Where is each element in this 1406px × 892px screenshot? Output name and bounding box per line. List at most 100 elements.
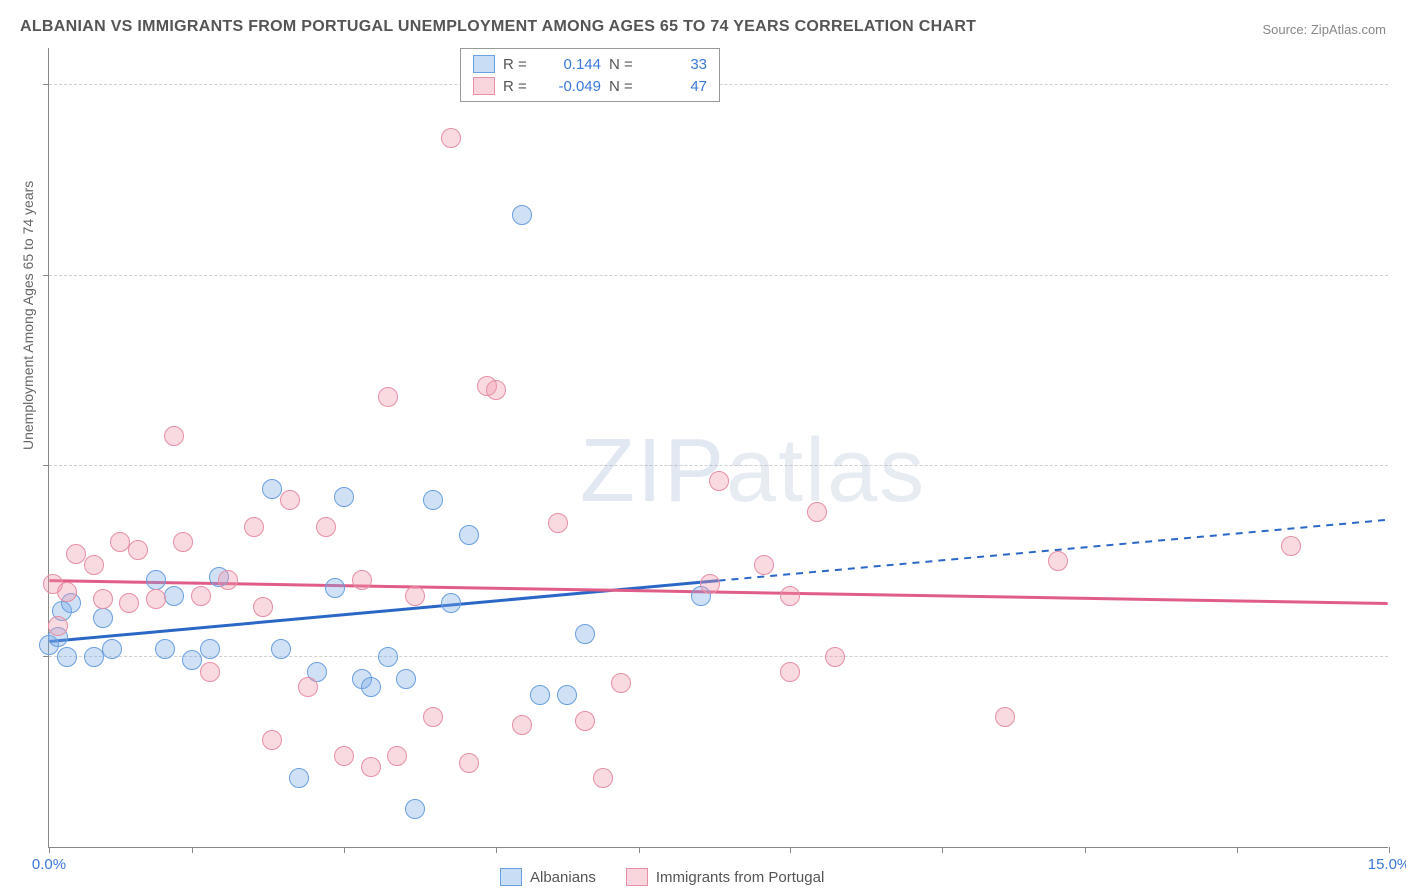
stat-label-n: N = [609, 78, 643, 95]
stat-value-r: -0.049 [545, 78, 601, 95]
data-point [700, 574, 720, 594]
data-point [164, 586, 184, 606]
data-point [48, 616, 68, 636]
stat-value-n: 47 [651, 78, 707, 95]
x-tick [49, 847, 50, 853]
legend-label: Albanians [530, 869, 596, 886]
data-point [93, 589, 113, 609]
gridline [49, 656, 1388, 657]
data-point [128, 540, 148, 560]
data-point [459, 753, 479, 773]
data-point [825, 647, 845, 667]
legend-swatch [473, 77, 495, 95]
y-axis-label: Unemployment Among Ages 65 to 74 years [20, 181, 36, 450]
data-point [405, 586, 425, 606]
data-point [709, 471, 729, 491]
y-tick [43, 465, 49, 466]
data-point [316, 517, 336, 537]
data-point [530, 685, 550, 705]
x-tick [496, 847, 497, 853]
data-point [1048, 551, 1068, 571]
data-point [557, 685, 577, 705]
legend-item: Albanians [500, 868, 596, 886]
series-legend: Albanians Immigrants from Portugal [500, 868, 824, 886]
data-point [405, 799, 425, 819]
data-point [182, 650, 202, 670]
data-point [780, 586, 800, 606]
chart-title: ALBANIAN VS IMMIGRANTS FROM PORTUGAL UNE… [20, 18, 976, 36]
data-point [441, 128, 461, 148]
data-point [119, 593, 139, 613]
data-point [164, 426, 184, 446]
x-tick [192, 847, 193, 853]
y-tick [43, 656, 49, 657]
data-point [57, 647, 77, 667]
data-point [423, 707, 443, 727]
plot-area: 5.0%10.0%15.0%20.0%0.0%15.0% [48, 48, 1388, 848]
correlation-legend: R = 0.144 N = 33 R = -0.049 N = 47 [460, 48, 720, 102]
x-tick [1389, 847, 1390, 853]
data-point [548, 513, 568, 533]
data-point [486, 380, 506, 400]
gridline [49, 465, 1388, 466]
legend-item: Immigrants from Portugal [626, 868, 824, 886]
data-point [780, 662, 800, 682]
data-point [378, 387, 398, 407]
data-point [146, 570, 166, 590]
legend-label: Immigrants from Portugal [656, 869, 824, 886]
x-tick [1085, 847, 1086, 853]
data-point [191, 586, 211, 606]
data-point [995, 707, 1015, 727]
data-point [387, 746, 407, 766]
legend-swatch [473, 55, 495, 73]
data-point [280, 490, 300, 510]
data-point [66, 544, 86, 564]
data-point [754, 555, 774, 575]
trend-lines [49, 48, 1388, 847]
x-tick [1237, 847, 1238, 853]
data-point [807, 502, 827, 522]
data-point [575, 624, 595, 644]
x-tick [344, 847, 345, 853]
stat-label-r: R = [503, 78, 537, 95]
data-point [102, 639, 122, 659]
data-point [200, 662, 220, 682]
x-tick [942, 847, 943, 853]
data-point [512, 715, 532, 735]
data-point [361, 677, 381, 697]
x-tick [639, 847, 640, 853]
data-point [253, 597, 273, 617]
data-point [396, 669, 416, 689]
data-point [459, 525, 479, 545]
data-point [352, 570, 372, 590]
data-point [423, 490, 443, 510]
data-point [441, 593, 461, 613]
x-tick-label: 15.0% [1368, 856, 1406, 873]
data-point [325, 578, 345, 598]
data-point [271, 639, 291, 659]
data-point [361, 757, 381, 777]
data-point [298, 677, 318, 697]
legend-stat-row: R = -0.049 N = 47 [461, 75, 719, 97]
data-point [84, 555, 104, 575]
data-point [512, 205, 532, 225]
data-point [575, 711, 595, 731]
stat-label-r: R = [503, 56, 537, 73]
legend-swatch [626, 868, 648, 886]
data-point [244, 517, 264, 537]
stat-value-r: 0.144 [545, 56, 601, 73]
data-point [593, 768, 613, 788]
data-point [334, 746, 354, 766]
gridline [49, 275, 1388, 276]
source-label: Source: ZipAtlas.com [1262, 22, 1386, 37]
data-point [1281, 536, 1301, 556]
data-point [93, 608, 113, 628]
data-point [57, 582, 77, 602]
data-point [262, 479, 282, 499]
data-point [218, 570, 238, 590]
legend-swatch [500, 868, 522, 886]
stat-value-n: 33 [651, 56, 707, 73]
data-point [173, 532, 193, 552]
x-tick-label: 0.0% [32, 856, 66, 873]
data-point [262, 730, 282, 750]
